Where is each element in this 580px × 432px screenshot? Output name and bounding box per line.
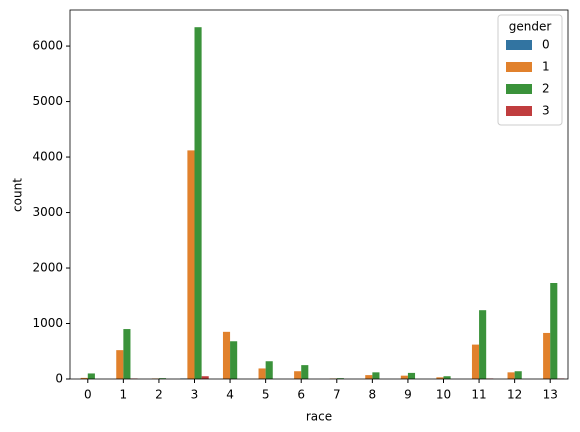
legend-swatch xyxy=(506,40,532,50)
bar xyxy=(230,341,238,379)
bar xyxy=(365,375,373,379)
x-tick-label: 11 xyxy=(471,388,486,402)
bar xyxy=(116,350,124,379)
x-tick-label: 0 xyxy=(84,388,92,402)
bar xyxy=(336,378,344,379)
legend-label: 0 xyxy=(542,38,550,52)
bar xyxy=(301,365,309,379)
y-tick-label: 5000 xyxy=(32,94,63,108)
x-tick-label: 5 xyxy=(262,388,270,402)
x-axis-label: race xyxy=(306,410,332,424)
bar xyxy=(265,361,273,379)
x-tick-label: 7 xyxy=(333,388,341,402)
x-tick-label: 6 xyxy=(297,388,305,402)
bar xyxy=(80,377,88,379)
bar xyxy=(258,368,266,379)
legend-label: 1 xyxy=(542,60,550,74)
x-tick-label: 10 xyxy=(436,388,451,402)
plot-frame xyxy=(69,9,569,380)
legend-swatch xyxy=(506,62,532,72)
y-axis-label: count xyxy=(11,178,25,212)
bar xyxy=(123,329,131,379)
bar xyxy=(436,377,444,379)
bar xyxy=(514,371,522,379)
x-tick-label: 13 xyxy=(543,388,558,402)
x-tick-label: 3 xyxy=(191,388,199,402)
bar xyxy=(507,372,515,379)
bar xyxy=(400,375,408,379)
bar xyxy=(158,378,167,379)
bar xyxy=(187,150,195,379)
x-tick-label: 4 xyxy=(226,388,234,402)
legend-swatch xyxy=(506,106,532,116)
x-tick-label: 9 xyxy=(404,388,412,402)
bar xyxy=(222,331,231,379)
bar xyxy=(294,371,302,379)
x-tick-label: 1 xyxy=(120,388,128,402)
y-tick-label: 0 xyxy=(55,372,63,386)
legend-label: 3 xyxy=(542,104,550,118)
bar xyxy=(87,373,95,379)
bar xyxy=(194,27,202,379)
y-tick-label: 2000 xyxy=(32,261,63,275)
y-tick-label: 3000 xyxy=(32,205,63,219)
legend-title: gender xyxy=(509,20,552,34)
bar xyxy=(471,344,480,379)
bar xyxy=(479,310,487,379)
bar xyxy=(407,372,416,379)
bar xyxy=(372,372,380,379)
x-tick-label: 2 xyxy=(155,388,163,402)
x-tick-label: 12 xyxy=(507,388,522,402)
bar xyxy=(550,283,558,379)
y-tick-label: 4000 xyxy=(32,150,63,164)
bar xyxy=(443,376,451,379)
bar xyxy=(201,376,209,379)
y-tick-label: 1000 xyxy=(32,316,63,330)
legend-swatch xyxy=(506,84,532,94)
x-tick-label: 8 xyxy=(369,388,377,402)
y-tick-label: 6000 xyxy=(32,39,63,53)
bar xyxy=(543,332,551,379)
legend-label: 2 xyxy=(542,82,550,96)
